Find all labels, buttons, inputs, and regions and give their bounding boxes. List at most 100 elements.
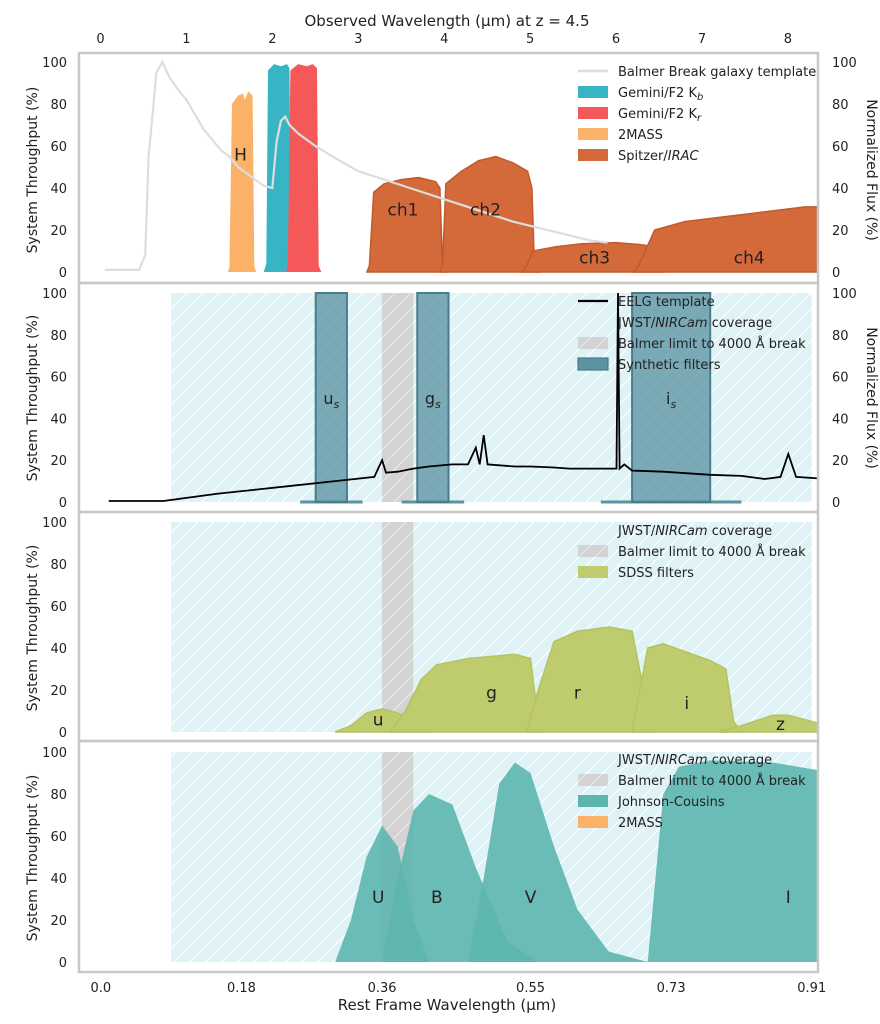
filter-label-ch2: ch2 bbox=[470, 200, 501, 220]
y-tick-label: 40 bbox=[50, 872, 67, 887]
legend-entry-3-0: JWST/NIRCam coverage bbox=[578, 524, 772, 539]
right-y-tick-label: 20 bbox=[832, 454, 849, 469]
y-tick-label: 100 bbox=[42, 516, 67, 531]
right-y-tick-label: 0 bbox=[832, 496, 840, 511]
filter-label-ch3: ch3 bbox=[579, 249, 610, 269]
right-y-tick-label: 80 bbox=[832, 98, 849, 113]
top-axis-label: Observed Wavelength (μm) at z = 4.5 bbox=[305, 12, 590, 30]
filter-band-2 bbox=[286, 64, 322, 272]
legend-entry-1-1: Gemini/F2 Kb bbox=[578, 86, 703, 103]
panel-plot-area bbox=[108, 292, 818, 504]
legend-label: JWST/NIRCam coverage bbox=[617, 753, 772, 768]
eelg-template-line bbox=[108, 292, 818, 502]
balmer-break-region bbox=[382, 522, 414, 732]
legend-entry-3-1: Balmer limit to 4000 Å break bbox=[578, 544, 806, 560]
top-x-tick-label: 1 bbox=[182, 32, 190, 47]
legend-patch-swatch bbox=[578, 107, 608, 119]
legend-label: Balmer Break galaxy template bbox=[618, 65, 816, 80]
right-y-tick-label: 0 bbox=[832, 266, 840, 281]
filter-label-u: u bbox=[373, 711, 384, 731]
filter-band-ch1 bbox=[365, 176, 448, 273]
y-tick-label: 60 bbox=[50, 140, 67, 155]
legend-entry-4-1: Balmer limit to 4000 Å break bbox=[578, 773, 806, 789]
y-tick-label: 0 bbox=[59, 726, 67, 741]
right-y-tick-label: 80 bbox=[832, 329, 849, 344]
legend-label: Balmer limit to 4000 Å break bbox=[618, 336, 806, 352]
legend-label: Gemini/F2 Kb bbox=[618, 86, 703, 103]
filter-label-ch1: ch1 bbox=[387, 200, 418, 220]
top-x-tick-label: 0 bbox=[96, 32, 104, 47]
panel-3: u g r i z JWST/NIRCam coverage Balmer limit to… bbox=[77, 510, 820, 743]
legend-entry-1-4: Spitzer/IRAC bbox=[578, 149, 700, 164]
filter-label-V: V bbox=[525, 888, 537, 908]
y-tick-label: 80 bbox=[50, 558, 67, 573]
y-tick-label: 0 bbox=[59, 266, 67, 281]
top-x-tick-label: 2 bbox=[268, 32, 276, 47]
legend-entry-4-0: JWST/NIRCam coverage bbox=[578, 753, 772, 768]
filter-label-z: z bbox=[776, 715, 785, 735]
y-tick-label: 20 bbox=[50, 914, 67, 929]
panel-4-left-ylabel: System Throughput (%) bbox=[25, 775, 41, 942]
synthetic-filter-u bbox=[314, 292, 348, 503]
filter-band-V bbox=[468, 762, 648, 962]
y-tick-label: 20 bbox=[50, 454, 67, 469]
legend-patch-swatch bbox=[578, 86, 608, 98]
left-y-axis-labels: System Throughput (%) System Throughput … bbox=[25, 87, 41, 942]
legend-label: SDSS filters bbox=[618, 566, 694, 581]
legend-patch-swatch bbox=[578, 566, 608, 578]
panel-frame bbox=[77, 739, 820, 974]
filter-label-H: H bbox=[234, 146, 247, 166]
y-tick-label: 100 bbox=[42, 746, 67, 761]
filter-label-ch4: ch4 bbox=[734, 249, 765, 269]
top-x-tick-label: 7 bbox=[698, 32, 706, 47]
bottom-x-tick-label: 0.18 bbox=[227, 981, 256, 996]
synthetic-filter-label-i: is bbox=[666, 389, 676, 411]
right-y-tick-label: 60 bbox=[832, 140, 849, 155]
y-tick-label: 40 bbox=[50, 642, 67, 657]
filter-label-g: g bbox=[486, 683, 497, 703]
legend-label: Balmer limit to 4000 Å break bbox=[618, 544, 806, 560]
balmer-break-region bbox=[382, 293, 414, 502]
top-x-tick-label: 5 bbox=[526, 32, 534, 47]
panel-1-left-ylabel: System Throughput (%) bbox=[25, 87, 41, 254]
panel-plot-area bbox=[171, 752, 818, 962]
panel-plot-area bbox=[104, 59, 818, 273]
y-tick-label: 40 bbox=[50, 412, 67, 427]
bottom-x-tick-label: 0.91 bbox=[797, 981, 826, 996]
panel-1-right-ylabel: Normalized Flux (%) bbox=[863, 99, 879, 241]
y-tick-label: 60 bbox=[50, 600, 67, 615]
legend-entry-3-2: SDSS filters bbox=[578, 566, 694, 581]
y-tick-label: 60 bbox=[50, 830, 67, 845]
y-tick-label: 80 bbox=[50, 98, 67, 113]
top-x-tick-label: 6 bbox=[612, 32, 620, 47]
legend-entry-1-0: Balmer Break galaxy template bbox=[578, 65, 816, 80]
legend-label: Balmer limit to 4000 Å break bbox=[618, 773, 806, 789]
legend-entry-4-3: 2MASS bbox=[578, 816, 663, 831]
filter-band-I bbox=[647, 760, 818, 962]
legend-label: 2MASS bbox=[618, 816, 663, 831]
y-tick-label: 40 bbox=[50, 182, 67, 197]
legend-entry-2-3: Synthetic filters bbox=[577, 357, 721, 373]
filter-label-I: I bbox=[786, 888, 791, 908]
legend-hatch-swatch bbox=[578, 524, 608, 536]
filter-label-U: U bbox=[372, 888, 384, 908]
panel-3-left-ylabel: System Throughput (%) bbox=[25, 545, 41, 712]
filter-band-H bbox=[227, 91, 256, 273]
filter-band-z bbox=[717, 714, 818, 733]
legend-label: Synthetic filters bbox=[618, 358, 721, 373]
legend-label: 2MASS bbox=[618, 128, 663, 143]
filter-band-B bbox=[382, 794, 539, 962]
panel-plot-area bbox=[171, 522, 818, 733]
legend-patch-swatch bbox=[578, 816, 608, 828]
y-tick-label: 0 bbox=[59, 496, 67, 511]
bottom-x-tick-label: 0.36 bbox=[368, 981, 397, 996]
balmer-template-line bbox=[104, 59, 608, 271]
right-y-tick-label: 100 bbox=[832, 56, 857, 71]
legend-patch-swatch bbox=[578, 149, 608, 161]
bottom-x-tick-label: 0.73 bbox=[657, 981, 686, 996]
filter-label-i: i bbox=[684, 694, 689, 714]
right-y-tick-label: 40 bbox=[832, 182, 849, 197]
right-y-tick-label: 20 bbox=[832, 224, 849, 239]
